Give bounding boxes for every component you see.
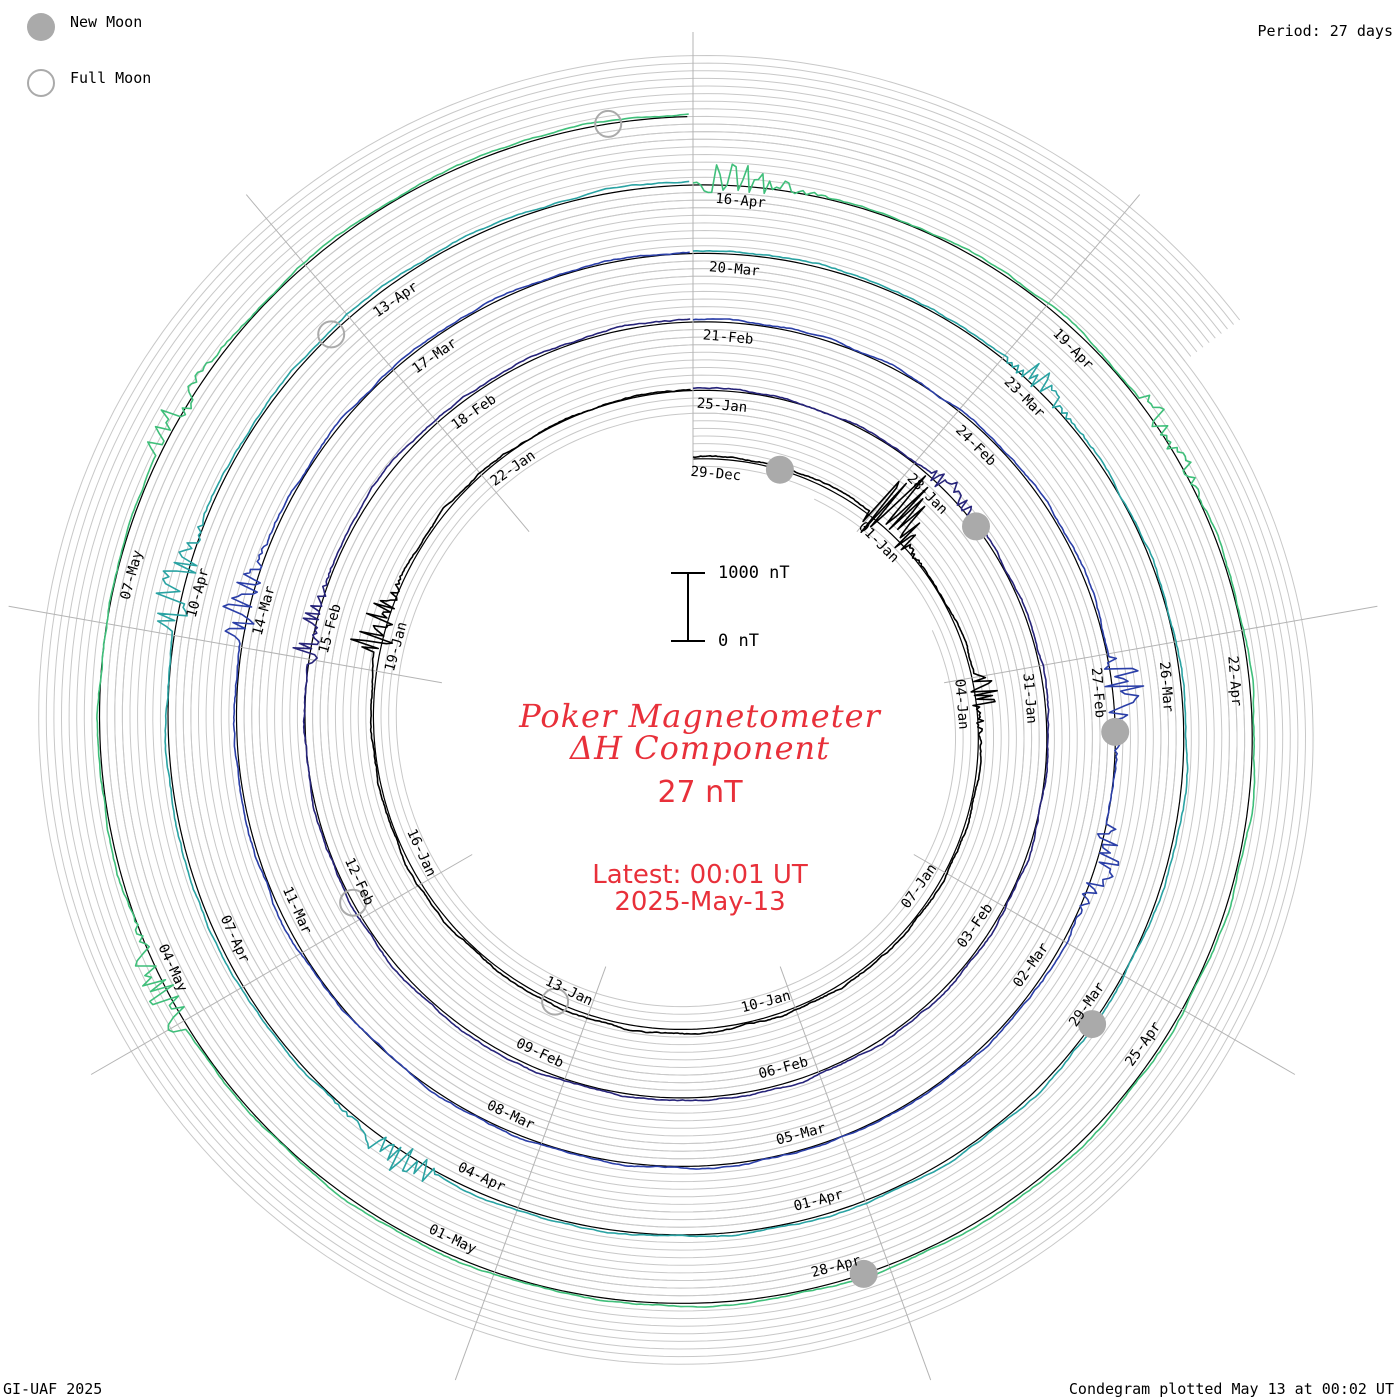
grid-spiral xyxy=(83,100,1268,1320)
date-label: 29-Dec xyxy=(690,464,742,485)
date-label: 31-Jan xyxy=(1019,673,1039,725)
date-label: 22-Apr xyxy=(1224,655,1244,707)
date-label: 26-Mar xyxy=(1156,661,1176,713)
grid-spiral xyxy=(76,93,1276,1327)
full-moon-marker xyxy=(541,987,570,1016)
date-label: 01-Jan xyxy=(855,519,902,566)
grid-spiral xyxy=(45,62,1307,1358)
moon-layer xyxy=(317,109,1130,1288)
new-moon-legend-label: New Moon xyxy=(70,13,143,31)
date-label: 21-Feb xyxy=(702,327,754,348)
plotted-timestamp: Condegram plotted May 13 at 00:02 UT xyxy=(1068,1380,1394,1398)
grid-spiral xyxy=(68,85,1284,1335)
trace-turn-5 xyxy=(96,113,1256,1308)
new-moon-marker xyxy=(1078,1010,1107,1039)
radial-spoke xyxy=(856,194,1141,533)
chart-title-station: Poker Magnetometer xyxy=(519,697,881,735)
grid-spiral xyxy=(60,77,1291,1342)
full-moon-marker xyxy=(594,109,623,138)
new-moon-marker xyxy=(765,455,794,484)
radial-spoke xyxy=(913,854,1296,1075)
period-label: Period: 27 days xyxy=(1257,22,1393,40)
new-moon-legend-icon xyxy=(27,13,55,41)
full-moon-marker xyxy=(339,888,368,917)
scale-bar-top-label: 1000 nT xyxy=(718,563,790,583)
radial-spoke xyxy=(90,854,473,1075)
trace-layer xyxy=(96,113,1256,1308)
grid-layer xyxy=(38,54,1314,1365)
grid-spiral xyxy=(91,108,1261,1312)
date-label: 01-May xyxy=(426,1221,479,1257)
trace-turn-1 xyxy=(350,388,998,1035)
grid-spiral xyxy=(38,54,1314,1365)
date-label: 08-Mar xyxy=(484,1097,537,1133)
full-moon-legend-icon xyxy=(27,69,55,97)
credit-label: GI-UAF 2025 xyxy=(3,1380,103,1398)
date-label: 04-Jan xyxy=(951,678,971,730)
date-label: 27-Feb xyxy=(1088,667,1108,719)
scale-bar xyxy=(671,572,705,642)
chart-title-component: ΔH Component xyxy=(569,729,831,767)
date-label: 25-Jan xyxy=(696,396,748,417)
latest-date-label: 2025-May-13 xyxy=(614,887,786,917)
baseline-spiral xyxy=(98,116,1253,1304)
trace-turn-2 xyxy=(292,318,1050,1102)
radial-spoke xyxy=(8,605,442,684)
date-label: 04-May xyxy=(155,942,191,995)
radial-spoke xyxy=(454,966,607,1381)
radial-scale-label: 27 nT xyxy=(657,775,743,810)
spoke-layer xyxy=(8,32,1378,1381)
new-moon-marker xyxy=(1101,717,1130,746)
radial-spoke xyxy=(779,966,932,1381)
radial-spoke xyxy=(245,194,530,533)
latest-time-label: Latest: 00:01 UT xyxy=(592,860,808,890)
new-moon-marker xyxy=(962,512,990,541)
full-moon-marker xyxy=(317,320,346,349)
full-moon-legend-label: Full Moon xyxy=(70,69,152,87)
grid-spiral xyxy=(53,70,1299,1350)
new-moon-marker xyxy=(849,1259,878,1288)
trace-turn-3 xyxy=(222,251,1145,1170)
trace-turn-4 xyxy=(155,180,1189,1238)
date-label: 16-Apr xyxy=(715,191,767,212)
date-label: 20-Mar xyxy=(708,259,760,280)
scale-bar-bottom-label: 0 nT xyxy=(718,631,759,651)
radial-spoke xyxy=(944,605,1378,684)
